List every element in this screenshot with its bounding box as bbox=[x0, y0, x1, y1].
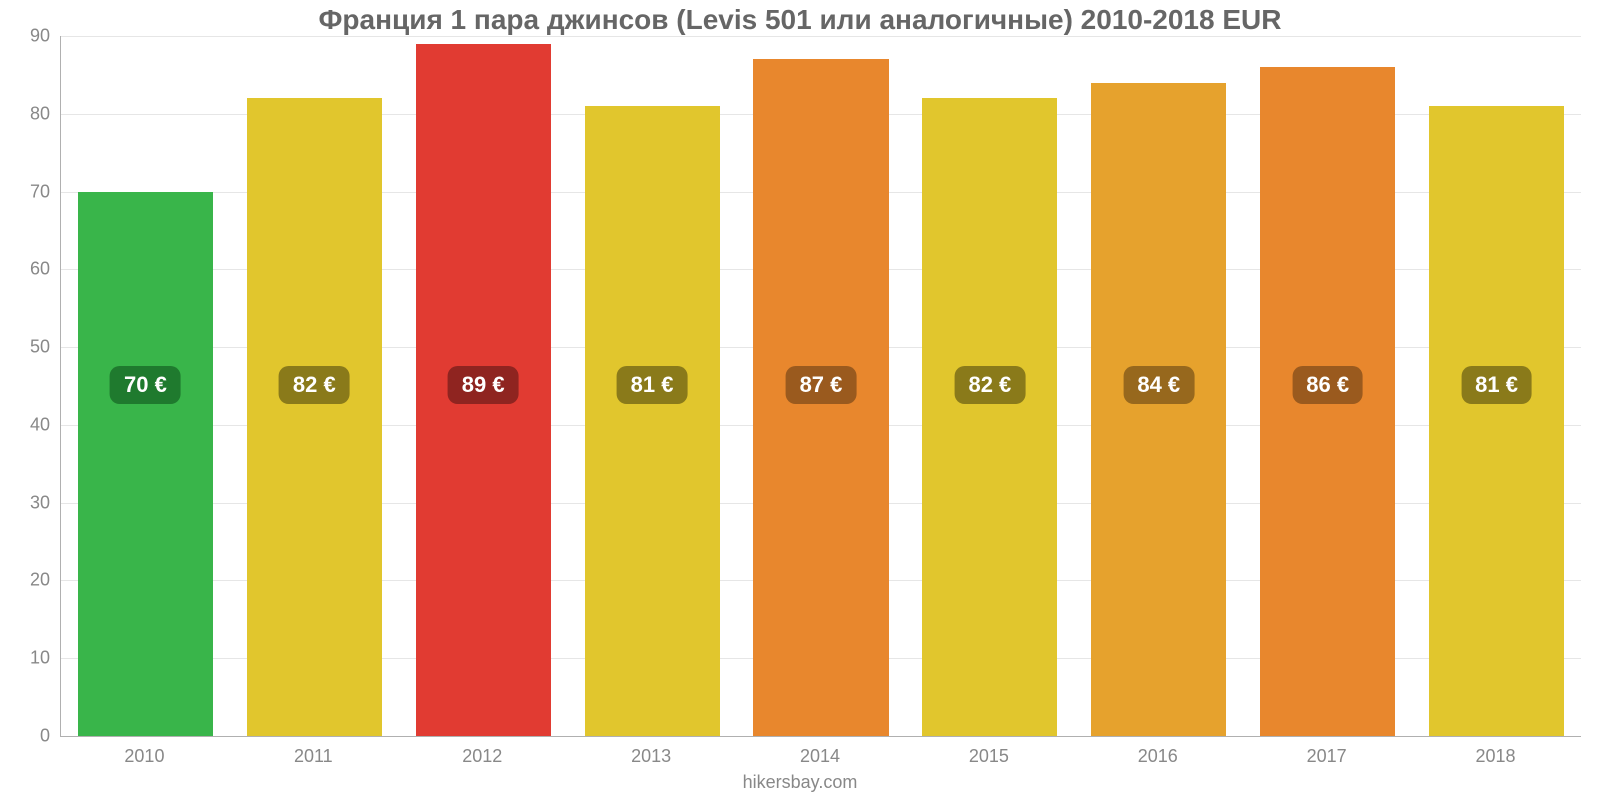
y-tick-label: 10 bbox=[0, 648, 50, 669]
y-tick-label: 80 bbox=[0, 103, 50, 124]
y-tick-label: 70 bbox=[0, 181, 50, 202]
x-tick-label: 2018 bbox=[1476, 746, 1516, 767]
plot-area: 70 € 82 € 89 € 81 € 87 € 82 € 84 € 86 € 81 € bbox=[60, 36, 1581, 737]
x-tick-label: 2010 bbox=[124, 746, 164, 767]
y-tick-label: 60 bbox=[0, 259, 50, 280]
y-tick-label: 50 bbox=[0, 337, 50, 358]
bar: 87 € bbox=[753, 59, 888, 736]
x-tick-label: 2012 bbox=[462, 746, 502, 767]
bar: 82 € bbox=[247, 98, 382, 736]
chart-caption: hikersbay.com bbox=[0, 772, 1600, 793]
x-tick-label: 2013 bbox=[631, 746, 671, 767]
bar-value-label: 81 € bbox=[617, 366, 688, 404]
y-tick-label: 0 bbox=[0, 726, 50, 747]
bar: 82 € bbox=[922, 98, 1057, 736]
bar-value-label: 84 € bbox=[1123, 366, 1194, 404]
y-tick-label: 30 bbox=[0, 492, 50, 513]
chart-title: Франция 1 пара джинсов (Levis 501 или ан… bbox=[0, 4, 1600, 36]
bars-container: 70 € 82 € 89 € 81 € 87 € 82 € 84 € 86 € 81 € bbox=[61, 36, 1581, 736]
bar-value-label: 70 € bbox=[110, 366, 181, 404]
bar: 81 € bbox=[1429, 106, 1564, 736]
bar-value-label: 86 € bbox=[1292, 366, 1363, 404]
x-tick-label: 2016 bbox=[1138, 746, 1178, 767]
bar-value-label: 81 € bbox=[1461, 366, 1532, 404]
y-tick-label: 40 bbox=[0, 414, 50, 435]
bar-chart: Франция 1 пара джинсов (Levis 501 или ан… bbox=[0, 0, 1600, 800]
bar: 81 € bbox=[585, 106, 720, 736]
x-tick-label: 2011 bbox=[294, 746, 333, 767]
bar-value-label: 82 € bbox=[954, 366, 1025, 404]
bar-value-label: 89 € bbox=[448, 366, 519, 404]
x-tick-label: 2017 bbox=[1307, 746, 1347, 767]
bar-value-label: 82 € bbox=[279, 366, 350, 404]
x-tick-label: 2014 bbox=[800, 746, 840, 767]
x-tick-label: 2015 bbox=[969, 746, 1009, 767]
y-tick-label: 90 bbox=[0, 26, 50, 47]
bar: 86 € bbox=[1260, 67, 1395, 736]
bar-value-label: 87 € bbox=[786, 366, 857, 404]
bar: 84 € bbox=[1091, 83, 1226, 736]
x-axis-ticks: 2010 2011 2012 2013 2014 2015 2016 2017 2018 bbox=[60, 740, 1580, 770]
bar: 89 € bbox=[416, 44, 551, 736]
bar: 70 € bbox=[78, 192, 213, 736]
y-tick-label: 20 bbox=[0, 570, 50, 591]
